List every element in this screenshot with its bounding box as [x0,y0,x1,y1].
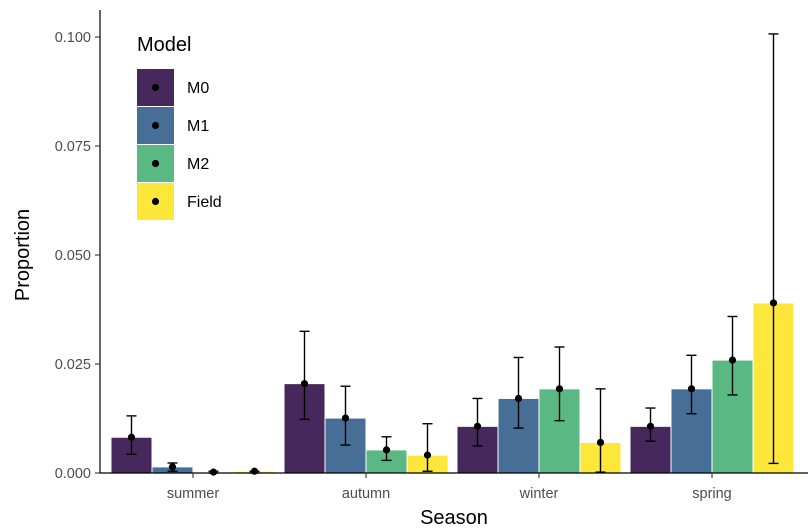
x-tick-label-winter: winter [519,486,559,502]
point-m1-summer [168,463,177,471]
error-bar-m1-winter [513,356,524,429]
y-tick-label: 0.050 [55,248,91,264]
legend-label-field: Field [187,194,222,211]
point-field-winter [596,438,605,447]
point-field-autumn [423,451,432,459]
error-bar-m0-winter [472,397,483,447]
x-tick-label-summer: summer [167,486,220,502]
error-bar-m2-spring [727,315,738,396]
point-m0-winter [473,422,482,430]
point-m0-autumn [300,380,309,388]
error-bar-m1-spring [686,354,697,415]
y-tick-label: 0.075 [55,139,91,155]
point-m2-autumn [382,446,391,454]
x-tick-label-autumn: autumn [342,486,390,502]
point-m2-spring [728,356,737,364]
point-m2-summer [209,468,218,476]
legend-point-field [151,197,160,206]
point-m2-winter [555,385,564,393]
legend-point-m0 [151,83,160,92]
error-bar-field-autumn [422,423,433,472]
error-bar-m0-autumn [299,330,310,421]
error-bar-field-winter [595,388,606,473]
y-tick-label: 0.025 [55,357,91,373]
y-tick-label: 0.100 [55,30,91,46]
error-bar-m2-winter [554,346,565,422]
point-field-summer [250,467,259,475]
point-m0-spring [646,422,655,430]
legend: Model M0 M1 M2 Field [137,34,222,220]
plot-area: 0.000 0.025 0.050 0.075 0.100 summer autumn win… [12,10,808,529]
legend-point-m2 [151,159,160,168]
point-m1-spring [687,385,696,393]
legend-point-m1 [151,121,160,130]
legend-title: Model [137,34,191,56]
y-axis-title: Proportion [12,209,34,301]
point-m0-summer [127,433,136,441]
y-tick-label: 0.000 [55,466,91,482]
x-axis-title: Season [420,507,488,529]
point-field-spring [769,299,778,307]
point-m1-winter [514,394,523,403]
point-m1-autumn [341,414,350,422]
error-bar-field-spring [768,33,779,465]
legend-label-m0: M0 [187,80,209,97]
x-tick-label-spring: spring [692,486,732,502]
legend-label-m1: M1 [187,118,209,135]
legend-label-m2: M2 [187,156,209,173]
